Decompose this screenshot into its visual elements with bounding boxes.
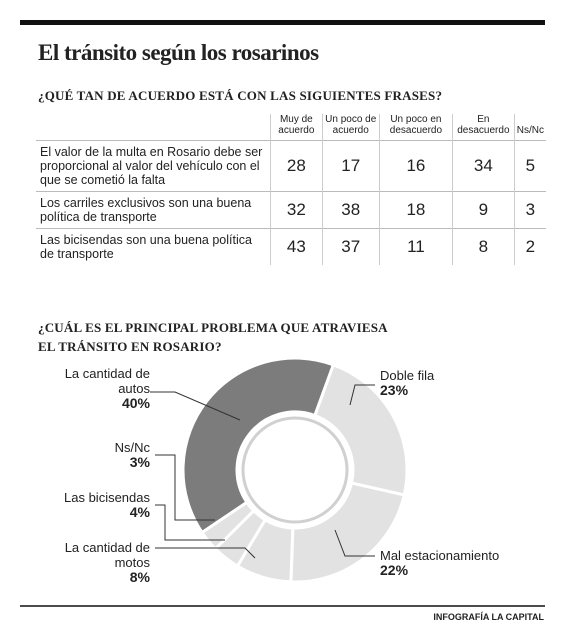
leader: [150, 391, 241, 421]
table-row: Los carriles exclusivos son una buena po…: [36, 191, 546, 229]
leader: [349, 384, 375, 406]
cell: 5: [513, 140, 546, 192]
row-label: Los carriles exclusivos son una buena po…: [36, 191, 271, 229]
column-header: Un poco de acuerdo: [321, 114, 380, 141]
cell: 11: [378, 228, 453, 265]
slice-label: Doble fila 23%: [380, 368, 434, 398]
cell: 3: [513, 191, 546, 229]
slice-label: La cantidad de autos 40%: [50, 366, 150, 411]
donut-hole: [241, 416, 349, 524]
cell: 8: [452, 228, 515, 265]
category: Mal estacionamiento: [380, 548, 500, 563]
cell: 18: [378, 191, 453, 229]
cell: 17: [321, 140, 380, 192]
column-header: En desacuerdo: [452, 114, 515, 141]
slice-label: Mal estacionamiento 22%: [380, 548, 499, 578]
column-header: Un poco en desacuerdo: [378, 114, 453, 141]
pie-slice: [312, 362, 409, 497]
value-label: 3%: [129, 454, 150, 470]
table: Muy de acuerdo Un poco de acuerdo Un poco …: [36, 114, 546, 265]
leader: [155, 454, 215, 521]
cell: 32: [270, 191, 323, 229]
cell: 28: [270, 140, 323, 192]
value-label: 8%: [129, 569, 150, 585]
value-label: 22%: [380, 562, 409, 578]
row-label: El valor de la multa en Rosario debe ser…: [36, 140, 271, 192]
category: Las bicisendas: [64, 490, 150, 505]
category: Ns/Nc: [114, 440, 150, 455]
table-question: ¿QUÉ TAN DE ACUERDO ESTÁ CON LAS SIGUIEN…: [38, 88, 443, 103]
title: El tránsito según los rosarinos: [38, 40, 319, 65]
slice-label: Las bicisendas 4%: [40, 490, 150, 520]
category: La cantidad de autos: [64, 366, 150, 396]
cell: 34: [452, 140, 515, 192]
leader: [155, 547, 256, 559]
value-label: 40%: [121, 395, 150, 411]
chart-title: ¿CUÁL ES EL PRINCIPAL PROBLEMA QUE ATRAV…: [38, 320, 388, 354]
cell: 37: [321, 228, 380, 265]
table-row: Las bicisendas son una buena política de…: [36, 228, 546, 265]
pie-slice: [289, 481, 406, 584]
cell: 38: [321, 191, 380, 229]
row-label: Las bicisendas son una buena política de…: [36, 228, 271, 265]
value-label: 23%: [380, 382, 409, 398]
column-header: Ns/Nc: [513, 114, 546, 141]
category: La cantidad de motos: [64, 540, 150, 570]
pie-slice: [235, 517, 295, 584]
cell: 9: [452, 191, 515, 229]
value-label: 4%: [129, 504, 150, 520]
table-row: El valor de la multa en Rosario debe ser…: [36, 140, 546, 192]
slice-label: La cantidad de motos 8%: [50, 540, 150, 585]
cell: 16: [378, 140, 453, 192]
category: Doble fila: [380, 368, 435, 383]
leader: [334, 529, 375, 557]
slice-label: Ns/Nc 3%: [60, 440, 150, 470]
pie-slice: [181, 356, 336, 535]
top-bar: [20, 20, 545, 25]
footer: INFOGRAFÍA LA CAPITAL: [433, 612, 544, 622]
cell: 43: [270, 228, 323, 265]
cell: 2: [513, 228, 546, 265]
column-header: Muy de acuerdo: [270, 114, 323, 141]
leader: [155, 504, 225, 541]
